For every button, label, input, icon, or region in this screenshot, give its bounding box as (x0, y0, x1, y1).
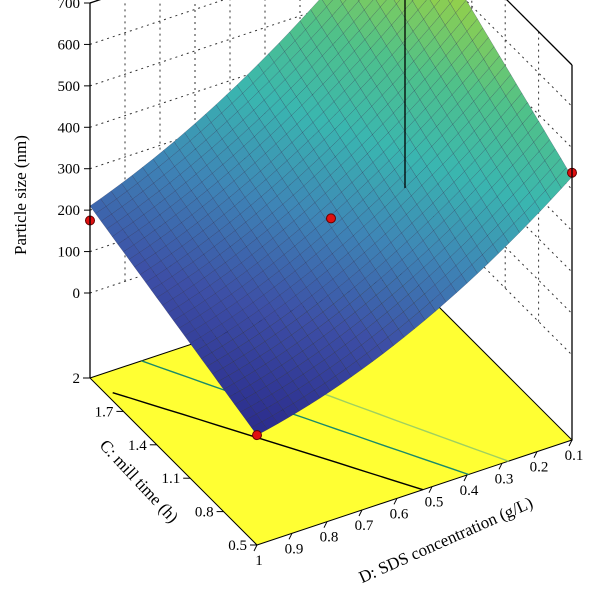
contour-line (141, 360, 469, 476)
x-tick-mark (568, 439, 573, 447)
y-tick-label: 0.8 (195, 505, 214, 521)
x-tick-mark (498, 463, 503, 470)
x-axis-label: D: SDS concentration (g/L) (356, 493, 536, 587)
z-tick-label: 500 (58, 79, 81, 95)
y-tick-label: 0.5 (228, 538, 247, 554)
y-tick-label: 2 (73, 371, 81, 387)
surface-cell (447, 0, 454, 4)
x-tick-label: 0.1 (565, 448, 584, 464)
z-tick-label: 400 (58, 120, 81, 136)
contour-line (112, 392, 424, 491)
x-tick-mark (533, 451, 538, 458)
x-tick-mark (323, 521, 328, 528)
x-tick-label: 1 (255, 553, 263, 569)
z-axis-label: Particle size (nm) (11, 135, 30, 255)
x-tick-mark (393, 498, 398, 505)
z-tick-label: 200 (58, 203, 81, 219)
x-tick-label: 0.5 (425, 495, 444, 511)
y-tick-label: 1.1 (161, 471, 180, 487)
x-tick-mark (288, 533, 293, 540)
design-point (326, 213, 336, 224)
x-tick-label: 0.4 (460, 483, 479, 499)
z-tick-label: 300 (58, 162, 81, 178)
x-tick-mark (253, 544, 258, 552)
z-tick-label: 600 (58, 37, 81, 53)
x-tick-label: 0.3 (495, 471, 514, 487)
x-tick-mark (428, 486, 433, 493)
surface-cell (339, 0, 347, 5)
top-right-edge (506, 0, 573, 66)
z-tick-label: 700 (58, 0, 81, 12)
surface-cell (393, 0, 401, 5)
x-tick-label: 0.9 (285, 541, 304, 557)
x-tick-label: 0.8 (320, 530, 339, 546)
x-tick-mark (358, 509, 363, 517)
y-tick-label: 1.7 (95, 404, 114, 420)
x-tick-label: 0.7 (355, 518, 374, 534)
axis-ticks: 0 100 200 300 400 500 600 700 1 0.9 0.8 0.7 0.6 0.5 0.… (58, 0, 584, 569)
design-point (252, 430, 262, 441)
y-tick-label: 1.4 (128, 438, 147, 454)
response-surface (89, 0, 573, 436)
design-points (85, 167, 577, 441)
x-tick-label: 0.2 (530, 460, 549, 476)
x-tick-label: 0.6 (390, 506, 409, 522)
z-tick-label: 0 (73, 286, 81, 302)
chart-frame (89, 0, 573, 440)
x-tick-mark (463, 474, 468, 482)
z-tick-label: 100 (58, 245, 81, 261)
